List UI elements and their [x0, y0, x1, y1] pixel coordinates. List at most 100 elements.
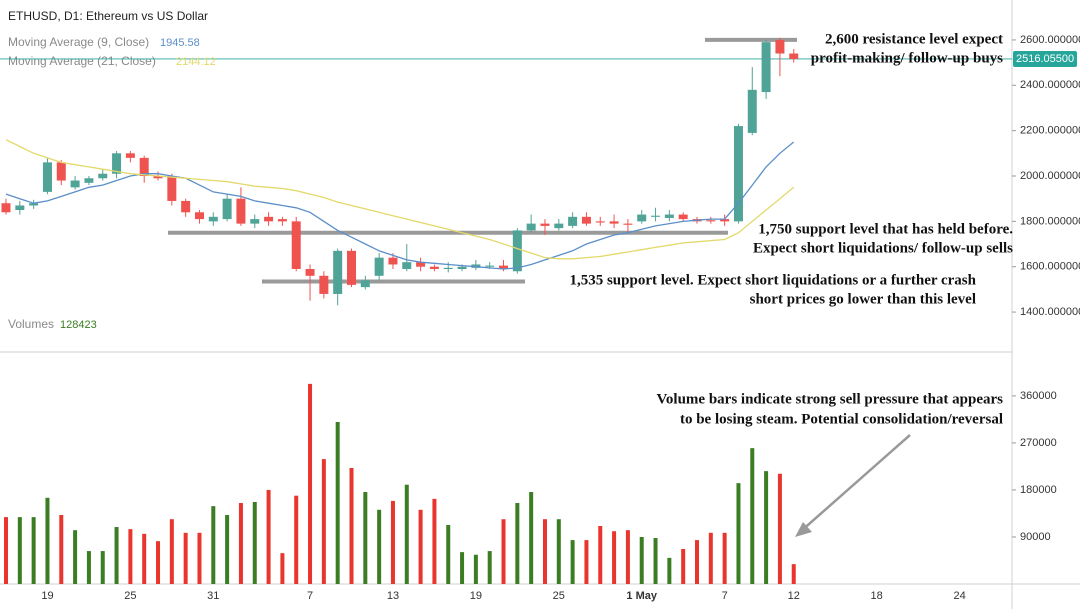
- volume-bar: [487, 551, 492, 584]
- candle-body: [720, 219, 730, 222]
- volume-bar: [653, 538, 658, 584]
- candle-body: [388, 257, 398, 265]
- volume-bar: [612, 531, 617, 584]
- y-tick-label: 90000: [1020, 531, 1051, 543]
- candle-body: [222, 198, 232, 220]
- x-tick-label: 31: [207, 590, 219, 602]
- candle-body: [526, 223, 536, 231]
- volume-bar: [777, 473, 782, 584]
- candle-body: [789, 53, 799, 59]
- candle-body: [291, 221, 301, 269]
- annotation-text: to be losing steam. Potential consolidat…: [680, 411, 1003, 427]
- candle-body: [747, 89, 757, 133]
- candle-body: [333, 250, 343, 294]
- volume-bar: [86, 551, 91, 584]
- candle-body: [181, 200, 191, 213]
- candle-body: [194, 212, 204, 220]
- candle-body: [568, 216, 578, 226]
- annotation-text: short prices go lower than this level: [750, 291, 976, 307]
- candle-body: [664, 214, 674, 218]
- volume-bar: [59, 515, 64, 584]
- volume-bar: [695, 540, 699, 584]
- candle-body: [595, 221, 605, 223]
- last-price-label: 2516.05500: [1016, 53, 1074, 65]
- y-tick-label: 1400.000000: [1020, 306, 1080, 318]
- volume-bar: [584, 540, 589, 584]
- volume-bar: [294, 495, 299, 584]
- candle-body: [167, 176, 177, 201]
- volume-bar: [515, 503, 520, 584]
- candle-body: [70, 180, 80, 188]
- annotation-text: 2,600 resistance level expect: [825, 31, 1003, 47]
- candle-body: [250, 219, 260, 224]
- candle-body: [1, 203, 11, 213]
- volume-bar: [377, 509, 382, 584]
- volume-legend: Volumes: [8, 317, 54, 331]
- candle-body: [761, 42, 771, 93]
- candle-body: [29, 203, 39, 206]
- volume-bar: [308, 383, 313, 584]
- volume-bar: [570, 540, 575, 584]
- y-tick-label: 2000.000000: [1020, 170, 1080, 182]
- candle-body: [581, 216, 591, 224]
- volume-bar: [183, 532, 188, 584]
- volume-bar: [460, 552, 465, 584]
- x-tick-label: 7: [307, 590, 313, 602]
- volume-bar: [142, 533, 147, 584]
- candle-body: [305, 268, 315, 276]
- volume-bar: [542, 519, 547, 584]
- annotation-text: Volume bars indicate strong sell pressur…: [656, 391, 1003, 407]
- candle-body: [623, 223, 633, 225]
- candle-body: [706, 220, 716, 222]
- candle-body: [775, 39, 785, 54]
- candle-body: [651, 215, 661, 217]
- x-tick-label: 1 May: [626, 590, 657, 602]
- volume-bar: [238, 503, 243, 584]
- x-tick-label: 19: [470, 590, 482, 602]
- candle-body: [402, 262, 412, 269]
- candle-body: [374, 257, 384, 276]
- candle-body: [457, 266, 467, 269]
- volume-bar: [418, 509, 423, 584]
- candle-body: [319, 275, 329, 294]
- volume-bar: [529, 492, 534, 584]
- x-tick-label: 18: [871, 590, 883, 602]
- volume-bar: [169, 519, 174, 584]
- x-tick-label: 12: [788, 590, 800, 602]
- candle-body: [540, 223, 550, 226]
- volume-bar: [556, 519, 561, 584]
- candle-body: [429, 266, 439, 269]
- x-tick-label: 7: [722, 590, 728, 602]
- volume-bar: [750, 448, 755, 584]
- candle-body: [139, 157, 149, 176]
- candle-body: [678, 214, 688, 220]
- arrow: [799, 434, 911, 533]
- y-tick-label: 2400.000000: [1020, 79, 1080, 91]
- candle-body: [416, 262, 426, 267]
- volume-bar: [252, 501, 257, 584]
- volume-bar: [501, 519, 506, 584]
- candle-body: [637, 214, 647, 222]
- volume-bar: [349, 468, 354, 584]
- last-price-box: [1013, 50, 1077, 67]
- x-tick-label: 25: [553, 590, 565, 602]
- y-tick-label: 2600.000000: [1020, 34, 1080, 46]
- volume-bar: [100, 551, 105, 584]
- candle-body: [347, 250, 356, 285]
- candle-body: [512, 230, 522, 272]
- x-tick-label: 13: [387, 590, 399, 602]
- volume-bar: [722, 532, 727, 584]
- volume-bar: [73, 530, 78, 584]
- volume-bar: [598, 526, 603, 584]
- y-tick-label: 1800.000000: [1020, 215, 1080, 227]
- volume-legend-value: 128423: [60, 319, 97, 331]
- volume-bar: [667, 557, 672, 584]
- candle-body: [208, 216, 218, 222]
- volume-bar: [446, 524, 451, 584]
- volume-bar: [736, 483, 741, 584]
- ma-legend: Moving Average (9, Close): [8, 35, 149, 49]
- candle-body: [153, 176, 163, 179]
- candle-body: [554, 223, 564, 229]
